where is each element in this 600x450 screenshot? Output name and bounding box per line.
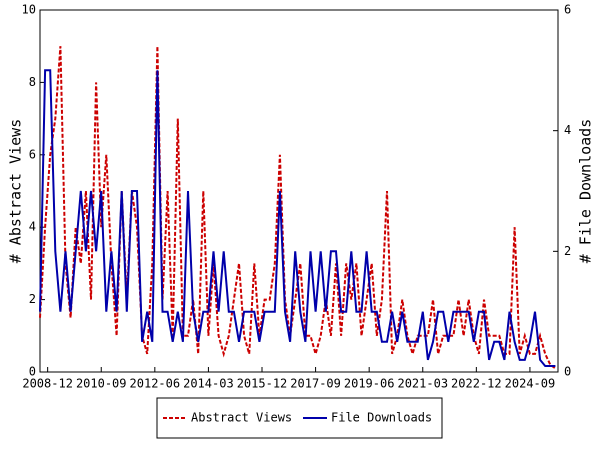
x-tick-label: 2015-12 xyxy=(237,377,288,391)
y2-tick-label: 2 xyxy=(564,244,571,258)
y2-tick-label: 4 xyxy=(564,123,571,137)
legend-label: File Downloads xyxy=(331,411,432,425)
x-tick-label: 2008-12 xyxy=(22,377,73,391)
series-line xyxy=(39,69,556,367)
y2-tick-label: 0 xyxy=(564,365,571,379)
y-tick-label: 10 xyxy=(22,3,36,17)
plot-frame xyxy=(39,9,559,373)
y-tick-label: 2 xyxy=(29,292,36,306)
y-tick-label: 8 xyxy=(29,75,36,89)
legend-label: Abstract Views xyxy=(191,411,292,425)
y-tick-label: 6 xyxy=(29,147,36,161)
x-tick-label: 2010-09 xyxy=(76,377,127,391)
x-tick-label: 2014-03 xyxy=(183,377,234,391)
x-tick-label: 2019-06 xyxy=(344,377,395,391)
y2-tick-label: 6 xyxy=(564,3,571,17)
x-tick-label: 2022-12 xyxy=(451,377,502,391)
y-axis-label: # Abstract Views xyxy=(7,119,25,264)
y2-axis-label: # File Downloads xyxy=(577,119,595,264)
x-tick-label: 2017-09 xyxy=(290,377,341,391)
legend-box xyxy=(156,397,443,439)
y-tick-label: 4 xyxy=(29,220,36,234)
x-tick-label: 2024-09 xyxy=(505,377,556,391)
x-tick-label: 2021-03 xyxy=(397,377,448,391)
y-tick-label: 0 xyxy=(29,365,36,379)
x-tick-label: 2012-06 xyxy=(130,377,181,391)
